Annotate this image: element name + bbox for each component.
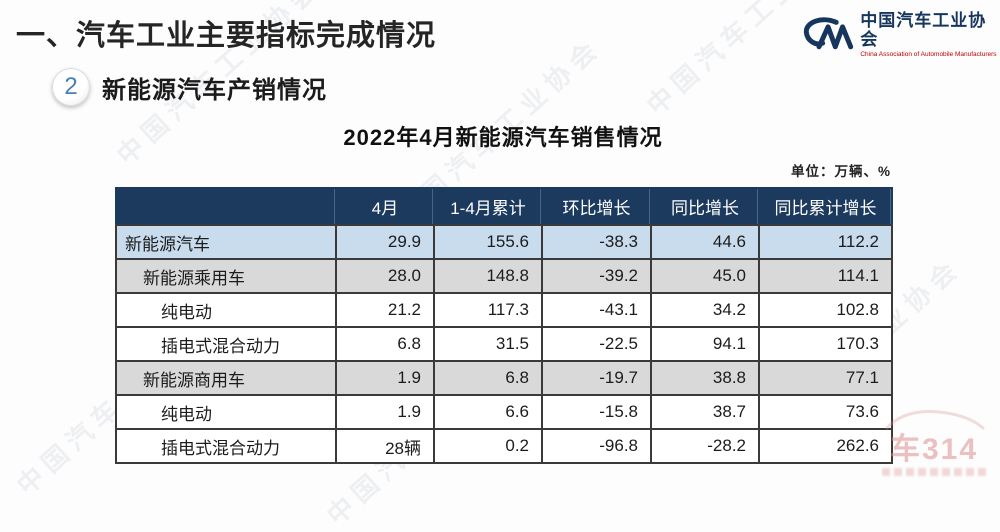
table-row: 插电式混合动力 28辆 0.2 -96.8 -28.2 262.6 [115,428,893,464]
cell: 0.2 [433,428,543,464]
cell: -19.7 [541,360,652,396]
cell: 1.9 [335,360,435,396]
logo-name-cn: 中国汽车工业协会 [860,11,987,49]
col-header-blank [115,187,337,226]
cell: 155.6 [433,224,543,260]
row-label: 新能源乘用车 [115,258,337,294]
cell: -39.2 [541,258,652,294]
col-header-april: 4月 [335,187,435,226]
cell: -43.1 [541,292,652,328]
cell: -22.5 [541,326,652,362]
nev-sales-table: 4月 1-4月累计 环比增长 同比增长 同比累计增长 新能源汽车 29.9 15… [115,187,893,464]
cell: 170.3 [758,326,893,362]
cm-logo-icon [803,17,854,50]
cell: -96.8 [541,428,652,464]
cell: 112.2 [758,224,893,260]
unit-label: 单位：万辆、% [790,164,891,179]
table-header-row: 4月 1-4月累计 环比增长 同比增长 同比累计增长 [115,187,893,226]
row-label: 纯电动 [115,292,337,328]
cell: 38.8 [650,360,760,396]
section-heading: 2 新能源汽车产销情况 [52,68,327,106]
cell: 148.8 [433,258,543,294]
cell: -38.3 [541,224,652,260]
cell: 1.9 [335,394,435,430]
corner-watermark-subtext-bar [882,468,986,476]
cell: 28.0 [335,258,435,294]
cell: 6.8 [335,326,435,362]
section-title: 新能源汽车产销情况 [102,76,327,104]
cell: 94.1 [650,326,760,362]
cell: -28.2 [650,428,760,464]
cell: 102.8 [758,292,893,328]
cell: 44.6 [650,224,760,260]
cell: 77.1 [758,360,893,396]
table-row: 纯电动 21.2 117.3 -43.1 34.2 102.8 [115,292,893,328]
row-label: 插电式混合动力 [115,326,337,362]
cell: 34.2 [650,292,760,328]
table-row: 新能源汽车 29.9 155.6 -38.3 44.6 112.2 [115,224,893,260]
cell: 262.6 [758,428,893,464]
cell: 117.3 [433,292,543,328]
col-header-yoy-cum: 同比累计增长 [758,187,893,226]
table-row: 新能源商用车 1.9 6.8 -19.7 38.8 77.1 [115,360,893,396]
page-title: 一、汽车工业主要指标完成情况 [16,20,437,52]
section-number-badge: 2 [52,68,90,106]
logo-text: 中国汽车工业协会 China Association of Automobile… [860,11,1000,59]
cell: 21.2 [335,292,435,328]
cell: 28辆 [335,428,435,464]
row-label: 纯电动 [115,394,337,430]
car-outline-icon [885,410,985,430]
association-logo: 中国汽车工业协会 China Association of Automobile… [800,11,1000,59]
col-header-mom: 环比增长 [541,187,652,226]
row-label: 新能源汽车 [115,224,337,260]
cell: -15.8 [541,394,652,430]
row-label: 插电式混合动力 [115,428,337,464]
cell: 73.6 [758,394,893,430]
table-row: 新能源乘用车 28.0 148.8 -39.2 45.0 114.1 [115,258,893,294]
cell: 114.1 [758,258,893,294]
table-row: 插电式混合动力 6.8 31.5 -22.5 94.1 170.3 [115,326,893,362]
cell: 6.6 [433,394,543,430]
row-label: 新能源商用车 [115,360,337,396]
table-title: 2022年4月新能源汽车销售情况 [343,125,663,150]
cell: 45.0 [650,258,760,294]
table-row: 纯电动 1.9 6.6 -15.8 38.7 73.6 [115,394,893,430]
cell: 31.5 [433,326,543,362]
col-header-yoy: 同比增长 [650,187,760,226]
cell: 6.8 [433,360,543,396]
col-header-jan-apr: 1-4月累计 [433,187,543,226]
logo-name-en: China Association of Automobile Manufact… [860,51,997,59]
cell: 29.9 [335,224,435,260]
cell: 38.7 [650,394,760,430]
